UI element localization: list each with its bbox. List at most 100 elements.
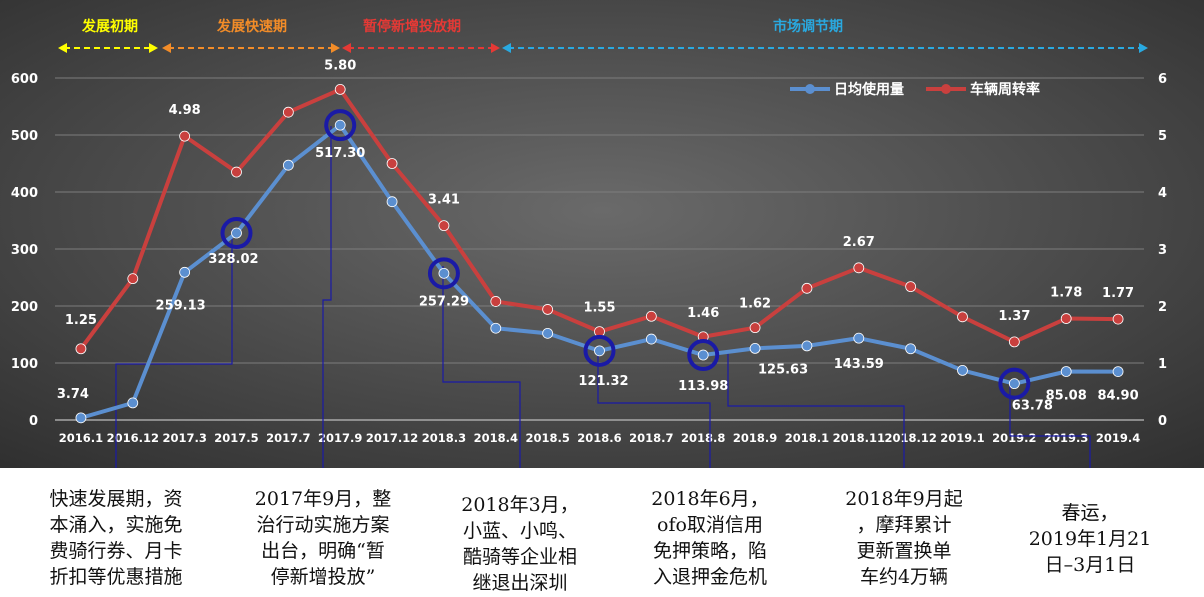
data-point [957, 311, 968, 323]
data-label: 1.55 [583, 301, 615, 316]
x-tick-label: 2018.7 [629, 431, 673, 445]
data-label: 259.13 [156, 298, 206, 313]
data-point [127, 273, 139, 285]
annotation-connector [1009, 383, 1091, 468]
left-tick-label: 600 [11, 72, 38, 87]
phase-label: 发展初期 [81, 18, 138, 35]
data-point [801, 282, 813, 294]
x-tick-label: 2018.5 [525, 431, 569, 445]
data-point [282, 159, 294, 171]
annotation-connector [597, 350, 711, 468]
data-point [542, 327, 554, 339]
data-label: 5.80 [324, 58, 356, 73]
phase-arrow-left-head [58, 43, 67, 53]
x-tick-label: 2019.4 [1096, 431, 1140, 445]
data-point [75, 343, 87, 355]
phase-label: 暂停新增投放期 [363, 18, 461, 35]
data-point [1112, 366, 1124, 378]
x-tick-label: 2019.1 [940, 431, 984, 445]
data-point [801, 340, 813, 352]
annotation-note: 快速发展期，资 本涌入，实施免 费骑行券、月卡 折扣等优惠措施 [49, 488, 183, 588]
data-label: 1.62 [739, 297, 771, 312]
data-point [231, 166, 242, 178]
phase-arrow-right-head [491, 43, 500, 53]
data-point [853, 332, 865, 344]
data-label: 517.30 [315, 146, 365, 161]
annotation-note: 春运， 2019年1月21 日–3月1日 [1028, 502, 1152, 576]
data-point [386, 196, 398, 208]
x-tick-label: 2018.8 [681, 431, 725, 445]
x-tick-label: 2018.4 [474, 431, 518, 445]
data-label: 328.02 [208, 252, 258, 267]
phase-arrow-left-head [502, 43, 511, 53]
data-point [1008, 378, 1020, 390]
x-tick-label: 2018.3 [422, 431, 466, 445]
data-label: 1.46 [687, 306, 719, 321]
x-tick-label: 2018.9 [733, 431, 777, 445]
data-point [905, 343, 917, 355]
left-tick-label: 0 [29, 414, 38, 429]
x-tick-label: 2019.3 [1044, 431, 1088, 445]
data-label: 3.41 [428, 193, 460, 208]
data-point [749, 342, 761, 354]
legend-entry: 日均使用量 [834, 81, 904, 98]
phase-arrow-right-head [149, 43, 158, 53]
annotation-connector [115, 229, 233, 468]
phase-label: 发展快速期 [216, 18, 287, 35]
legend-swatch-marker [805, 84, 815, 94]
annotation-connector [727, 352, 905, 468]
data-point [749, 322, 761, 334]
phase-arrow-left-head [342, 43, 351, 53]
data-label: 63.78 [1012, 399, 1053, 414]
phase-arrow-left-head [162, 43, 171, 53]
highlight-circle [583, 334, 616, 367]
x-tick-label: 2018.12 [884, 431, 936, 445]
highlight-circle [427, 257, 460, 290]
data-point [334, 119, 346, 131]
phase-arrow-right-head [331, 43, 340, 53]
data-label: 1.77 [1102, 286, 1134, 301]
data-point [645, 333, 657, 345]
data-point [179, 130, 191, 142]
x-tick-label: 2018.1 [785, 431, 829, 445]
x-tick-label: 2017.3 [162, 431, 206, 445]
data-point [1060, 366, 1072, 377]
phase-arrow-right-head [1139, 43, 1148, 53]
left-tick-label: 100 [11, 357, 38, 372]
data-point [1112, 313, 1124, 325]
left-tick-label: 300 [11, 243, 38, 258]
data-point [179, 266, 191, 278]
data-point [490, 322, 502, 334]
right-tick-label: 0 [1158, 414, 1167, 429]
data-point [594, 345, 605, 357]
legend-entry: 车辆周转率 [970, 81, 1040, 98]
data-label: 257.29 [419, 294, 469, 309]
right-tick-label: 5 [1158, 129, 1167, 144]
data-point [334, 84, 346, 95]
data-point [438, 220, 450, 232]
data-point [853, 262, 865, 274]
data-label: 85.08 [1046, 389, 1087, 404]
right-tick-label: 2 [1158, 300, 1167, 315]
left-tick-label: 200 [11, 300, 38, 315]
data-point [75, 412, 87, 424]
annotation-connector [442, 266, 521, 468]
data-label: 143.59 [834, 357, 884, 372]
data-point [282, 106, 294, 118]
highlight-circle [687, 339, 720, 372]
data-point [127, 397, 139, 409]
x-tick-label: 2018.11 [833, 431, 885, 445]
data-label: 1.25 [65, 313, 97, 328]
data-point [1060, 313, 1072, 324]
x-tick-label: 2017.5 [214, 431, 258, 445]
data-point [386, 158, 398, 169]
right-tick-label: 4 [1158, 186, 1167, 201]
annotation-note: 2018年9月起 ，摩拜累计 更新置换单 车约4万辆 [845, 488, 963, 588]
left-tick-label: 500 [11, 129, 38, 144]
data-point [490, 296, 502, 307]
highlight-circle [220, 217, 253, 250]
x-tick-label: 2016.1 [59, 431, 103, 445]
legend-swatch-marker [941, 84, 951, 94]
annotation-note: 2017年9月，整 治行动实施方案 出台，明确“暂 停新增投放” [254, 488, 392, 588]
